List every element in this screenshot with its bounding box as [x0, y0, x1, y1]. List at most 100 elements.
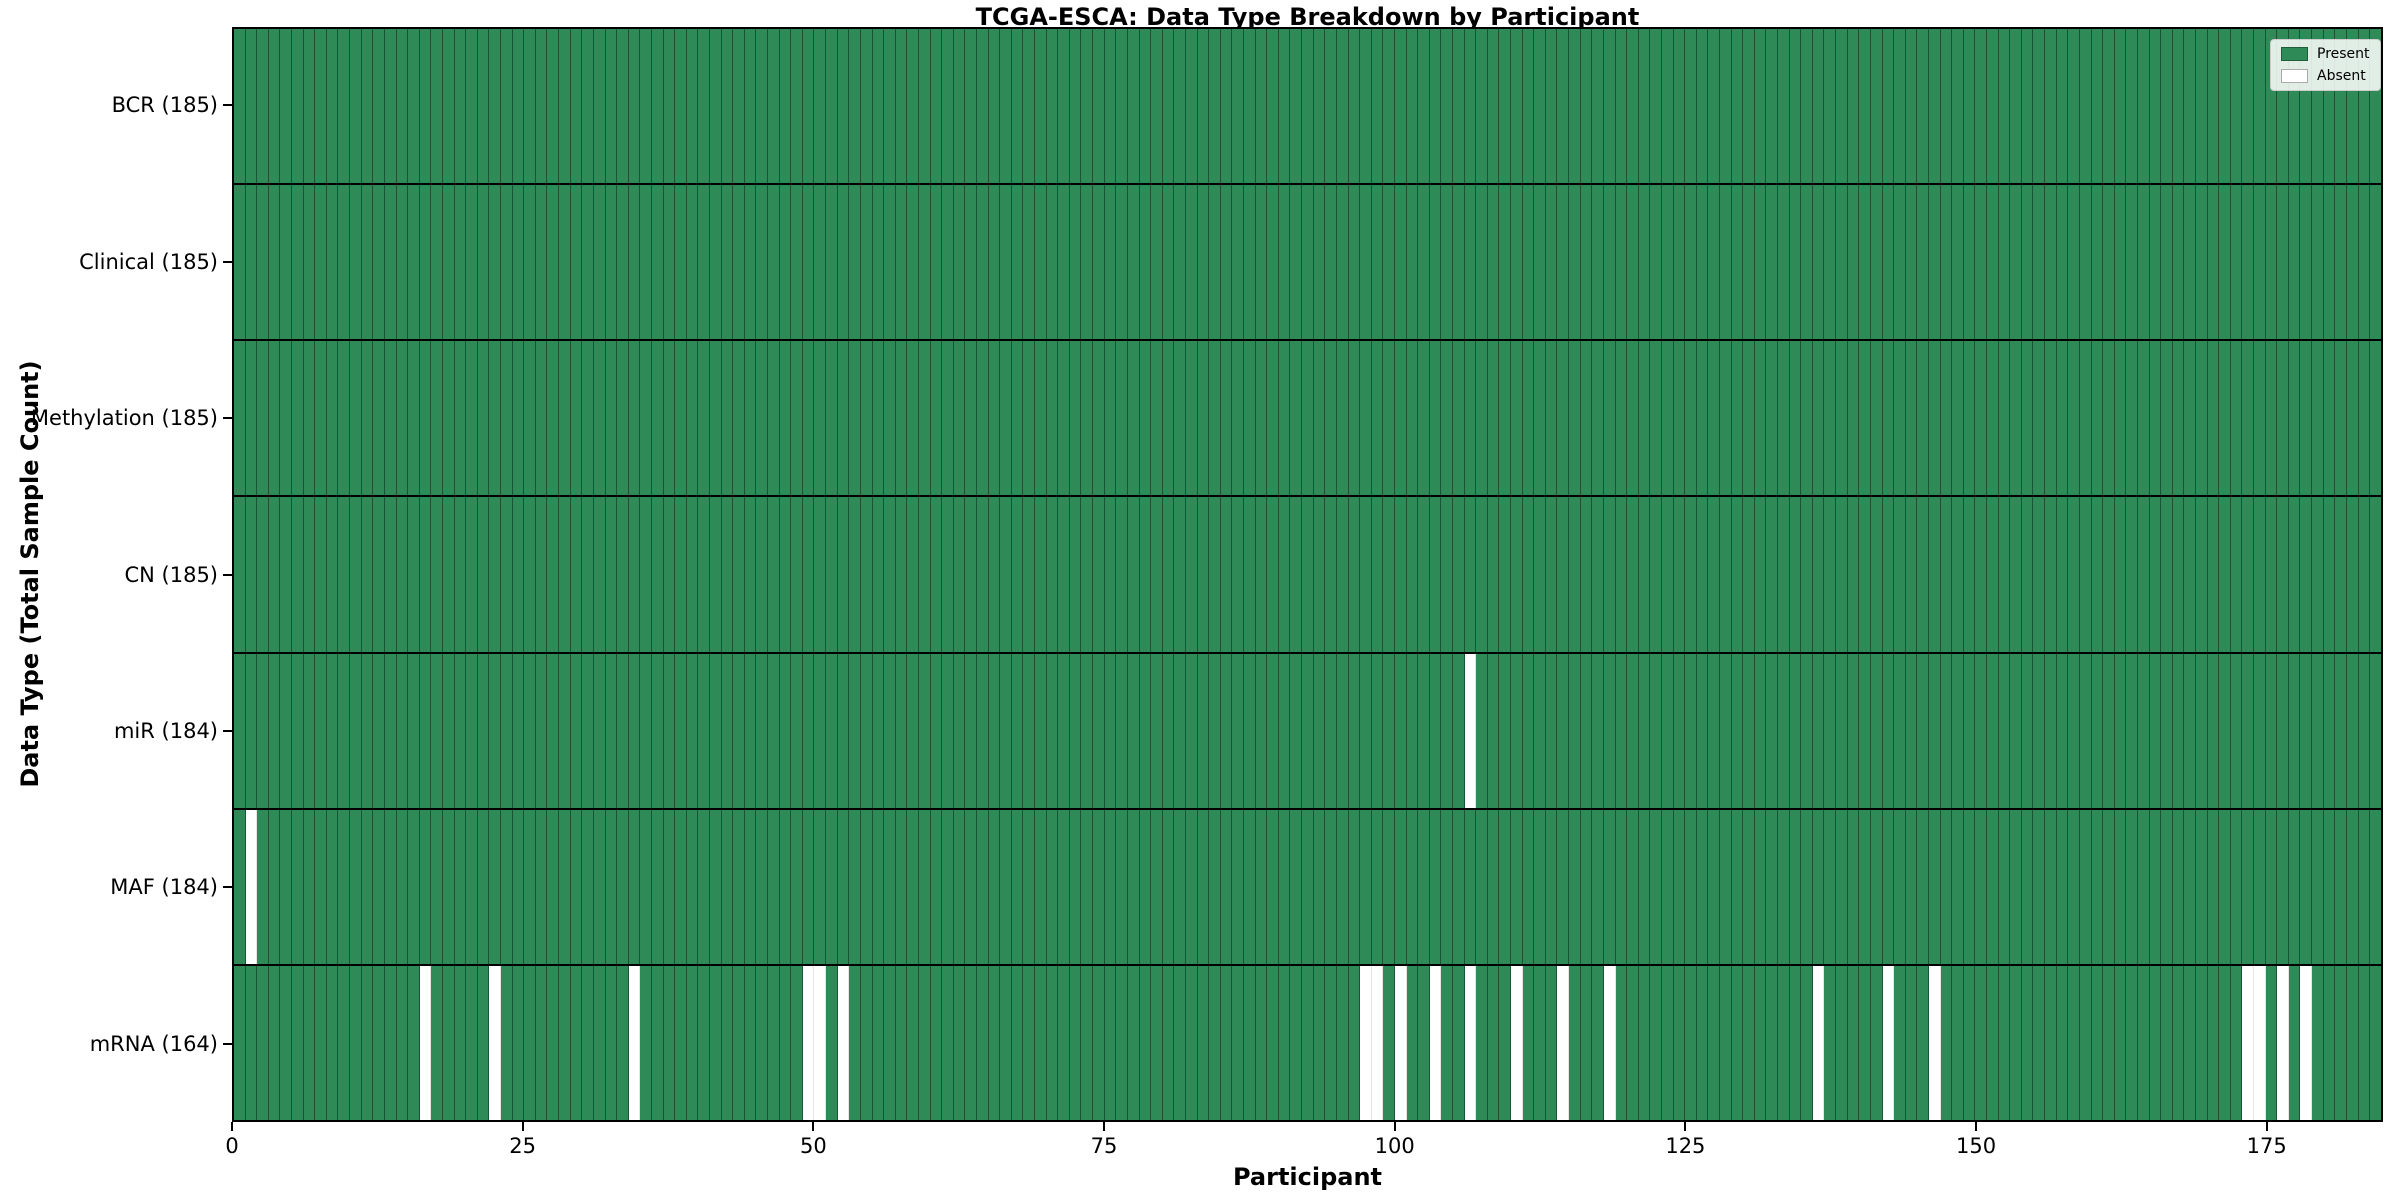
matrix-cell — [1975, 29, 1988, 184]
matrix-cell — [2068, 497, 2080, 652]
matrix-cell — [2184, 965, 2196, 1120]
matrix-cell — [1511, 653, 1523, 808]
matrix-cell — [408, 965, 420, 1120]
matrix-cell — [1754, 653, 1767, 808]
matrix-cell — [1255, 653, 1268, 808]
matrix-cell — [1905, 653, 1918, 808]
matrix-cell — [1441, 497, 1453, 652]
matrix-cell — [466, 809, 478, 964]
matrix-cell — [2114, 29, 2127, 184]
matrix-cell — [977, 965, 989, 1120]
matrix-cell — [1185, 653, 1198, 808]
matrix-cell — [1011, 965, 1024, 1120]
matrix-cell — [2300, 653, 2313, 808]
matrix-cell — [2126, 965, 2138, 1120]
matrix-cell — [419, 965, 432, 1120]
matrix-cell — [977, 653, 989, 808]
matrix-cell — [442, 653, 455, 808]
matrix-cell — [1905, 965, 1918, 1120]
matrix-cell — [872, 497, 885, 652]
matrix-cell — [1650, 185, 1662, 340]
matrix-cell — [2033, 653, 2046, 808]
matrix-cell — [977, 809, 989, 964]
matrix-cell — [559, 185, 571, 340]
matrix-cell — [1476, 965, 1488, 1120]
matrix-cell — [709, 29, 722, 184]
matrix-cell — [501, 653, 513, 808]
matrix-cell — [1963, 497, 1976, 652]
matrix-cell — [1743, 185, 1755, 340]
matrix-cell — [628, 809, 641, 964]
matrix-cell — [1603, 809, 1616, 964]
matrix-cell — [837, 185, 850, 340]
matrix-cell — [1162, 965, 1175, 1120]
matrix-cell — [860, 341, 873, 496]
matrix-cell — [1093, 341, 1105, 496]
matrix-cell — [617, 809, 629, 964]
matrix-cell — [489, 341, 502, 496]
y-tick-label: Methylation (185) — [30, 406, 218, 431]
matrix-cell — [2126, 341, 2138, 496]
matrix-cell — [1209, 185, 1221, 340]
matrix-cell — [814, 965, 827, 1120]
matrix-cell — [2172, 965, 2185, 1120]
matrix-cell — [315, 965, 327, 1120]
matrix-cell — [466, 653, 478, 808]
matrix-cell — [1696, 965, 1709, 1120]
matrix-cell — [396, 965, 409, 1120]
matrix-cell — [698, 29, 710, 184]
matrix-cell — [373, 497, 385, 652]
matrix-cell — [1882, 965, 1895, 1120]
matrix-cell — [2010, 497, 2022, 652]
matrix-cell — [617, 341, 629, 496]
matrix-cell — [2358, 185, 2371, 340]
matrix-cell — [1998, 341, 2011, 496]
matrix-cell — [1487, 497, 1500, 652]
matrix-cell — [930, 653, 943, 808]
matrix-cell — [2021, 497, 2034, 652]
matrix-cell — [1023, 809, 1036, 964]
matrix-cell — [2045, 497, 2057, 652]
matrix-cell — [628, 185, 641, 340]
matrix-cell — [617, 965, 629, 1120]
matrix-cell — [1754, 497, 1767, 652]
present-swatch-icon — [2281, 47, 2308, 61]
matrix-cell — [907, 497, 919, 652]
matrix-cell — [1615, 809, 1628, 964]
x-axis-label: Participant — [1232, 1163, 1383, 1191]
x-tick-label: 0 — [225, 1134, 239, 1158]
matrix-cell — [1627, 809, 1639, 964]
x-tick-mark — [1393, 1122, 1396, 1131]
matrix-cell — [547, 341, 560, 496]
matrix-cell — [1452, 185, 1465, 340]
matrix-cell — [408, 341, 420, 496]
matrix-cell — [234, 965, 246, 1120]
matrix-cell — [1661, 341, 1674, 496]
matrix-cell — [628, 29, 641, 184]
matrix-cell — [1592, 29, 1604, 184]
matrix-cell — [1151, 653, 1163, 808]
matrix-cell — [2149, 341, 2162, 496]
matrix-cell — [1638, 809, 1651, 964]
matrix-cell — [2033, 497, 2046, 652]
matrix-cell — [1917, 497, 1929, 652]
matrix-cell — [1244, 653, 1256, 808]
matrix-cell — [338, 29, 351, 184]
x-tick-label: 75 — [1090, 1134, 1118, 1158]
matrix-cell — [1348, 965, 1361, 1120]
matrix-cell — [1255, 185, 1268, 340]
matrix-cell — [895, 497, 908, 652]
matrix-cell — [489, 185, 502, 340]
matrix-cell — [1731, 185, 1744, 340]
matrix-cell — [1441, 809, 1453, 964]
matrix-cell — [2242, 809, 2255, 964]
matrix-cell — [837, 29, 850, 184]
matrix-cell — [408, 185, 420, 340]
matrix-cell — [2300, 965, 2313, 1120]
matrix-cell — [2207, 497, 2220, 652]
matrix-cell — [802, 185, 815, 340]
matrix-cell — [872, 185, 885, 340]
matrix-cell — [686, 497, 699, 652]
matrix-cell — [1870, 653, 1883, 808]
matrix-cell — [1499, 809, 1512, 964]
